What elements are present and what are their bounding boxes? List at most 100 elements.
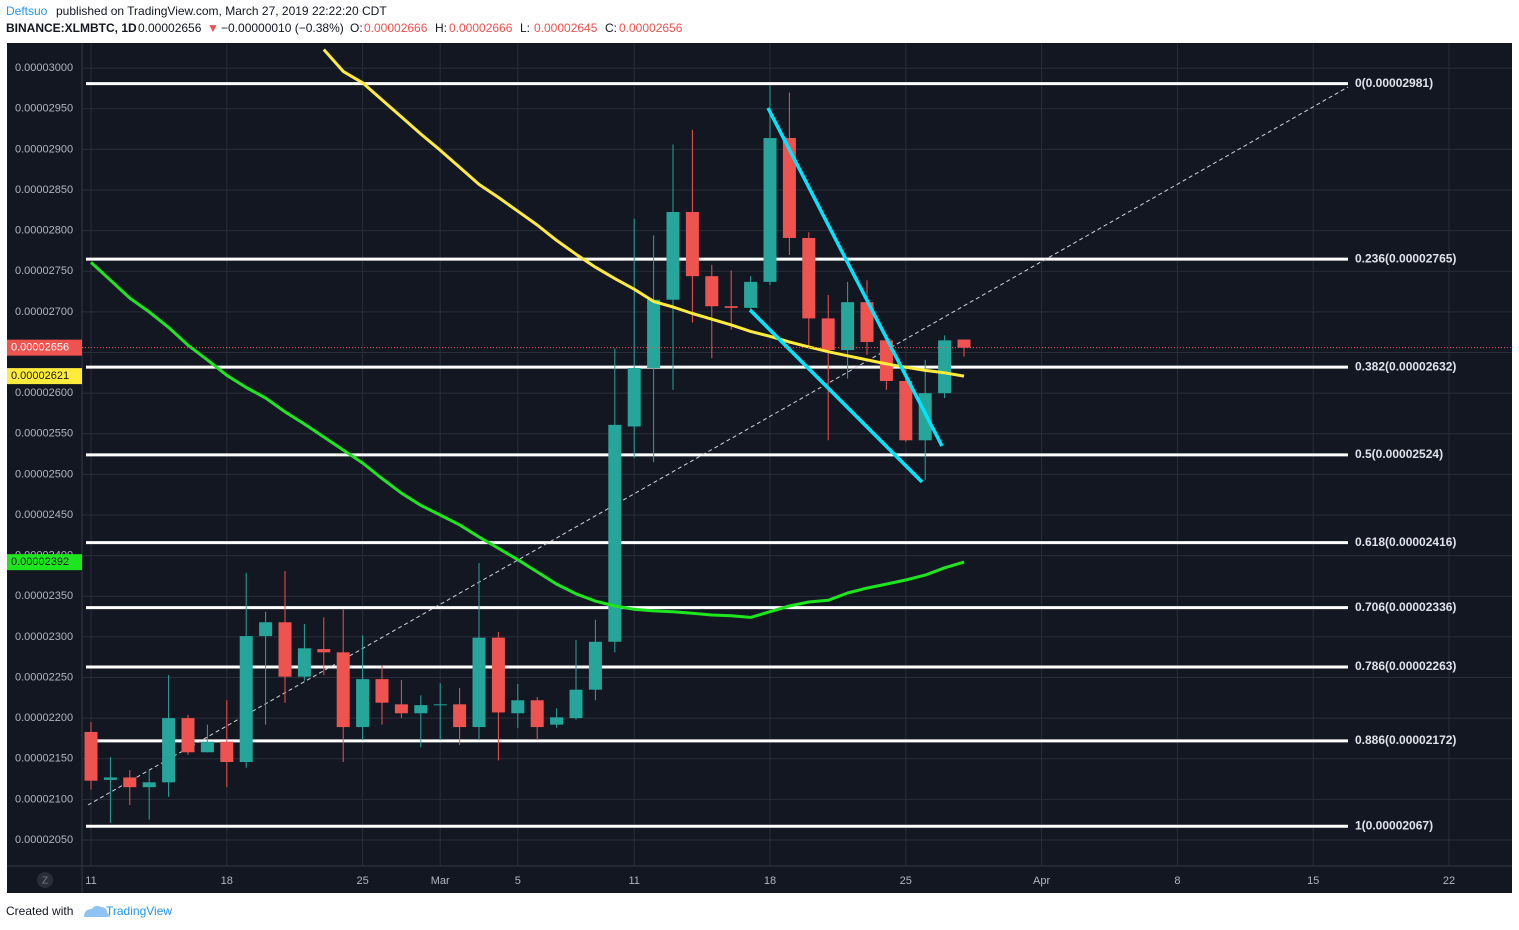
symbol: BINANCE:XLMBTC, 1D xyxy=(6,21,137,35)
y-tick-label: 0.00002500 xyxy=(15,468,73,480)
ohlc-key: O: xyxy=(350,21,363,35)
candle-body xyxy=(336,652,350,728)
footer-created: Created with xyxy=(6,904,73,918)
price-label-box xyxy=(7,554,82,571)
axis-badge[interactable] xyxy=(37,872,53,888)
fib-label: 0.236(0.00002765) xyxy=(1355,251,1456,265)
ohlc-value: 0.00002666 xyxy=(364,21,428,35)
candle-body xyxy=(414,705,428,714)
candle-body xyxy=(278,622,292,677)
candle-body xyxy=(763,138,777,282)
moving-averages xyxy=(89,48,965,619)
candle-body xyxy=(84,731,98,781)
candle-body xyxy=(938,340,952,394)
x-tick-label: 25 xyxy=(900,875,912,887)
x-tick-label: 11 xyxy=(628,875,639,887)
x-tick-label: Mar xyxy=(431,875,450,887)
change: −0.00000010 (−0.38%) xyxy=(221,21,344,35)
fib-label: 0.382(0.00002632) xyxy=(1355,359,1456,373)
fib-label: 0.786(0.00002263) xyxy=(1355,659,1456,673)
axes: 0.00003000 0.00002950 0.00002900 0.00002850… xyxy=(7,62,1512,887)
candle-body xyxy=(879,340,893,381)
chart-background xyxy=(7,43,1512,893)
candle-body xyxy=(782,138,796,238)
candle-body xyxy=(162,718,176,783)
footer-brand[interactable]: TradingView xyxy=(106,904,172,918)
y-tick-label: 0.00002550 xyxy=(15,428,73,440)
price-label-box xyxy=(7,339,82,356)
candle-body xyxy=(259,622,273,637)
ohlc-readout: O: 0.00002666 H: 0.00002666 L: 0.00002645 C: 0.… xyxy=(350,21,683,35)
ohlc-value: 0.00002656 xyxy=(619,21,683,35)
y-tick-label: 0.00002100 xyxy=(15,793,73,805)
candle-body xyxy=(666,211,680,300)
candle-body xyxy=(821,318,835,351)
candles xyxy=(84,85,971,823)
candle-body xyxy=(181,718,195,753)
fib-label: 0(0.00002981) xyxy=(1355,76,1433,90)
tradingview-logo xyxy=(84,905,110,917)
x-tick-label: 18 xyxy=(764,875,776,887)
y-tick-label: 0.00002200 xyxy=(15,712,73,724)
candle-body xyxy=(472,637,486,728)
x-tick-label: 25 xyxy=(356,875,368,887)
ohlc-key: L: xyxy=(520,21,530,35)
y-tick-label: 0.00002800 xyxy=(15,225,73,237)
y-tick-label: 0.00002850 xyxy=(15,184,73,196)
fib-label: 1(0.00002067) xyxy=(1355,818,1433,832)
axis-badge-text: Z xyxy=(42,876,48,887)
candle-body xyxy=(433,704,447,706)
fib-label: 0.5(0.00002524) xyxy=(1355,447,1443,461)
candle-body xyxy=(123,777,137,788)
ohlc-key: H: xyxy=(435,21,447,35)
candle-body xyxy=(239,636,253,763)
candle-body xyxy=(220,741,234,763)
candle-body xyxy=(317,649,331,653)
x-tick-label: 18 xyxy=(221,875,233,887)
candle-body xyxy=(511,700,525,714)
x-tick-label: 8 xyxy=(1174,875,1180,887)
candle-body xyxy=(297,648,311,677)
candle-body xyxy=(802,237,816,319)
candle-body xyxy=(530,700,544,728)
fib-retracement: 0(0.00002981) 0.236(0.00002765) 0.382(0.00… xyxy=(86,76,1456,832)
candle-body xyxy=(627,367,641,427)
y-tick-label: 0.00002050 xyxy=(15,834,73,846)
fib-label: 0.886(0.00002172) xyxy=(1355,733,1456,747)
candle-body xyxy=(356,679,370,728)
y-tick-label: 0.00002900 xyxy=(15,143,73,155)
candle-body xyxy=(588,641,602,690)
candle-body xyxy=(550,717,564,725)
wedge-line-upper xyxy=(766,107,944,447)
y-tick-label: 0.00002750 xyxy=(15,265,73,277)
candle-body xyxy=(724,306,738,308)
candle-body xyxy=(860,302,874,342)
x-tick-label: Apr xyxy=(1033,875,1050,887)
y-tick-label: 0.00002350 xyxy=(15,590,73,602)
ohlc-value: 0.00002645 xyxy=(534,21,598,35)
price-label: 0.00002656 xyxy=(11,342,69,354)
fib-trend-line xyxy=(87,86,1349,806)
y-tick-label: 0.00002300 xyxy=(15,631,73,643)
candle-body xyxy=(453,704,467,728)
candle-body xyxy=(841,302,855,351)
fib-label: 0.618(0.00002416) xyxy=(1355,535,1456,549)
candle-body xyxy=(957,339,971,348)
price-label: 0.00002621 xyxy=(11,370,69,382)
published: published on TradingView.com, March 27, … xyxy=(56,4,387,18)
y-tick-label: 0.00002250 xyxy=(15,671,73,683)
author[interactable]: Deftsuo xyxy=(6,4,48,18)
candle-body xyxy=(491,637,505,713)
candle-body xyxy=(744,281,758,308)
candle-body xyxy=(685,211,699,277)
change-arrow: ▼ xyxy=(207,21,219,35)
fib-label: 0.706(0.00002336) xyxy=(1355,600,1456,614)
candle-body xyxy=(200,741,214,753)
moving-average xyxy=(89,261,965,619)
price-label-box xyxy=(7,368,82,385)
x-tick-label: 15 xyxy=(1307,875,1319,887)
wedge-line-lower xyxy=(748,308,924,484)
x-tick-label: 5 xyxy=(515,875,521,887)
